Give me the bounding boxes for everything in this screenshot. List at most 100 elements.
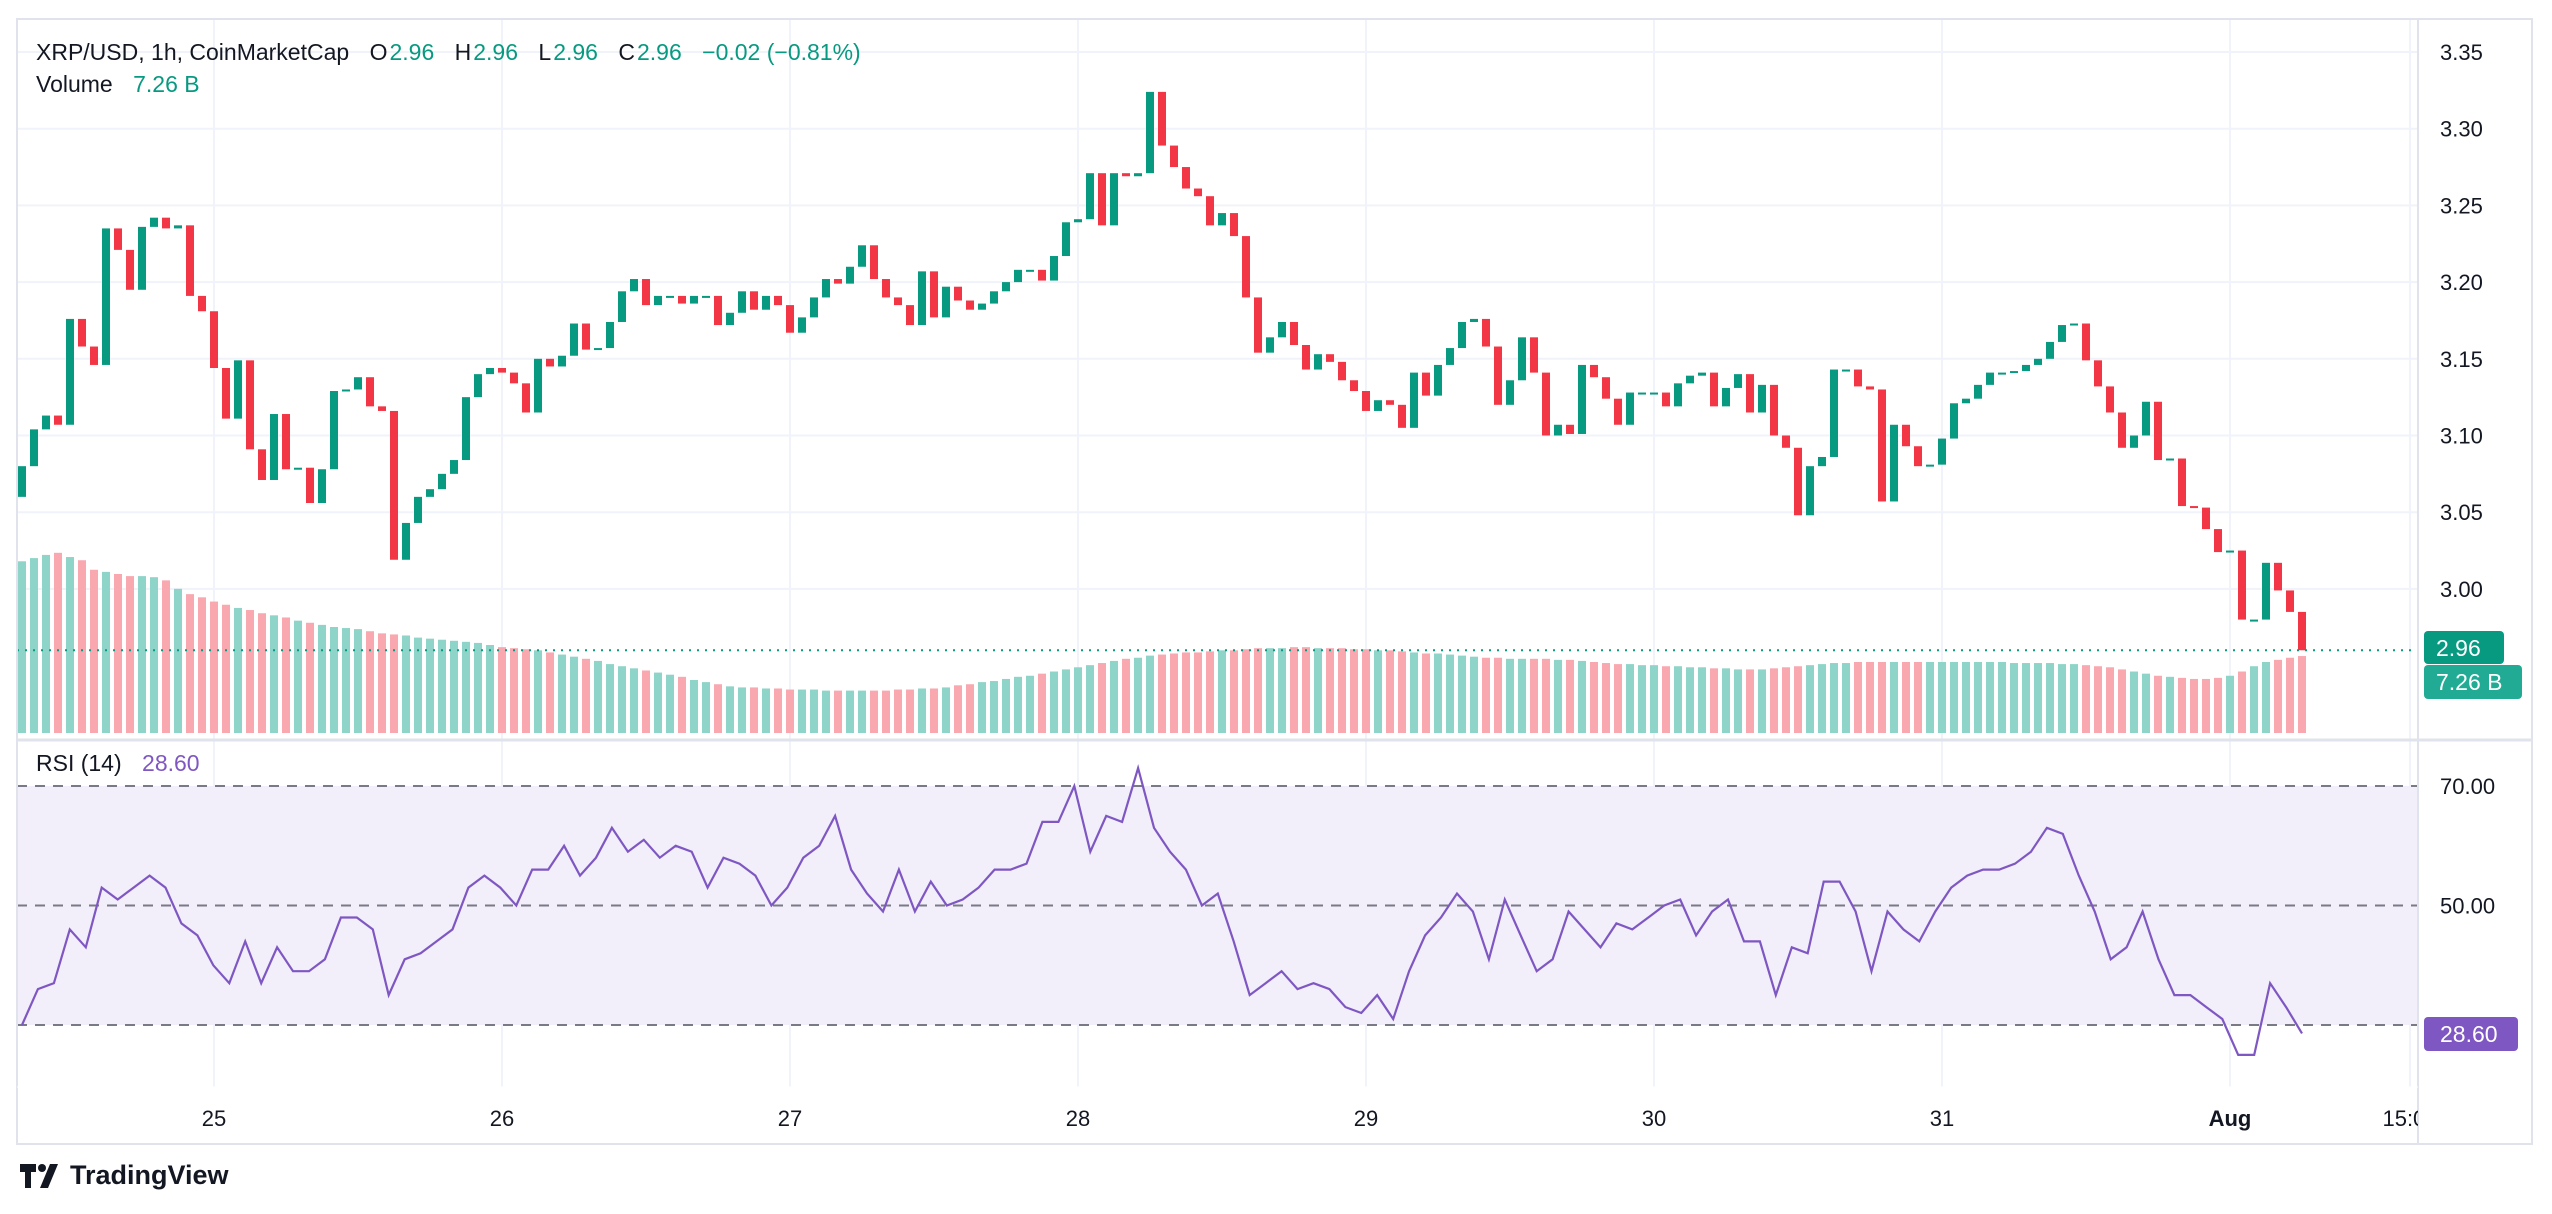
volume-bar [834, 690, 842, 733]
volume-bar [1074, 667, 1082, 733]
volume-bar [1542, 658, 1550, 733]
candle-down [246, 360, 254, 450]
price-tick-label: 3.10 [2440, 424, 2483, 449]
candle-down [2082, 323, 2090, 361]
volume-bar [1506, 658, 1514, 733]
volume-bar [114, 574, 122, 733]
volume-bar [1326, 648, 1334, 733]
volume-bar [1566, 659, 1574, 733]
volume-bar [450, 640, 458, 733]
candle-down [1362, 391, 1370, 411]
volume-bar [906, 689, 914, 733]
rsi-legend-value: 28.60 [142, 750, 200, 776]
candle-up [726, 312, 734, 326]
candle-up [1554, 424, 1562, 436]
volume-bar [1854, 661, 1862, 733]
candle-down [870, 245, 878, 280]
rsi-value-label: 28.60 [2440, 1021, 2498, 1047]
volume-bar [2202, 678, 2210, 733]
candle-up [1374, 400, 1382, 411]
candle-up [1650, 392, 1658, 395]
volume-legend[interactable]: Volume 7.26 B [36, 69, 202, 99]
candle-down [930, 271, 938, 318]
candle-down [582, 323, 590, 350]
rsi-axis[interactable]: 70.00 50.00 [2440, 774, 2495, 919]
candle-down [1206, 196, 1214, 226]
candle-up [1806, 466, 1814, 516]
volume-bar [1602, 663, 1610, 733]
volume-bar [474, 642, 482, 733]
volume-bar [1278, 648, 1286, 733]
candle-down [2214, 529, 2222, 553]
rsi-tick-label: 70.00 [2440, 774, 2495, 799]
time-tick-label: 27 [778, 1106, 802, 1131]
candle-down [282, 414, 290, 470]
volume-bar [2298, 656, 2306, 733]
volume-bar [1338, 648, 1346, 733]
volume-bar [534, 650, 542, 733]
volume-bar [1830, 663, 1838, 733]
candle-up [1134, 173, 1142, 177]
volume-bar [1362, 649, 1370, 733]
volume-bar [666, 674, 674, 733]
volume-bar [498, 647, 506, 733]
candle-up [846, 266, 854, 284]
candle-up [858, 245, 866, 267]
volume-bar [54, 552, 62, 733]
tradingview-logo[interactable]: TradingView [20, 1160, 229, 1191]
candle-up [990, 291, 998, 304]
volume-bar [162, 580, 170, 733]
candle-down [2238, 550, 2246, 620]
candle-down [882, 279, 890, 298]
candle-up [1938, 438, 1946, 465]
rsi-legend[interactable]: RSI (14) 28.60 [36, 748, 202, 778]
volume-bar [306, 622, 314, 733]
candle-up [234, 360, 242, 419]
candle-down [1542, 372, 1550, 436]
tradingview-logo-icon [20, 1163, 58, 1188]
candle-down [1422, 372, 1430, 396]
volume-bar [750, 687, 758, 733]
volume-bar [798, 689, 806, 733]
candle-down [78, 318, 86, 347]
volume-bar [1890, 661, 1898, 733]
volume-bar [1794, 666, 1802, 733]
candle-down [906, 305, 914, 326]
volume-bar [126, 576, 134, 733]
volume-bar [30, 558, 38, 733]
volume-bar [1650, 665, 1658, 733]
time-axis[interactable]: 25 26 27 28 29 30 31 Aug 15:00 [202, 1106, 2438, 1131]
candle-up [354, 377, 362, 390]
volume-bar [1026, 675, 1034, 733]
candle-down [894, 297, 902, 306]
price-axis[interactable]: 3.35 3.30 3.25 3.20 3.15 3.10 3.05 3.00 [2440, 40, 2483, 602]
volume-bar [1374, 650, 1382, 733]
candle-up [1446, 348, 1454, 365]
time-tick-label: 29 [1354, 1106, 1378, 1131]
candle-up [1578, 364, 1586, 434]
volume-bar [2142, 673, 2150, 733]
candle-down [1602, 377, 1610, 399]
volume-bar [618, 666, 626, 733]
volume-bar [402, 635, 410, 733]
candle-down [1350, 380, 1358, 392]
candle-down [1902, 424, 1910, 447]
last-volume-badge: 7.26 B [2424, 665, 2522, 699]
candle-up [1266, 337, 1274, 353]
candle-up [1074, 219, 1082, 223]
volume-bar [1470, 656, 1478, 733]
candle-down [1398, 404, 1406, 428]
volume-bar [1938, 661, 1946, 733]
volume-bar [1254, 648, 1262, 733]
volume-bar [1242, 649, 1250, 733]
candle-down [1254, 297, 1262, 353]
candle-up [1434, 364, 1442, 396]
candle-down [2106, 386, 2114, 413]
candle-up [606, 321, 614, 349]
time-tick-label: 30 [1642, 1106, 1666, 1131]
candle-down [1170, 145, 1178, 168]
candle-up [666, 295, 674, 298]
volume-bar [2262, 661, 2270, 733]
symbol-legend[interactable]: XRP/USD, 1h, CoinMarketCap O2.96 H2.96 L… [36, 37, 863, 67]
